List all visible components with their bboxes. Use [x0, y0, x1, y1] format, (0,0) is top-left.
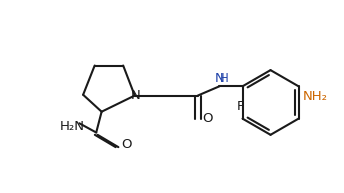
Text: O: O — [122, 138, 132, 151]
Text: N: N — [131, 89, 140, 102]
Text: N: N — [215, 72, 225, 85]
Text: O: O — [203, 112, 213, 125]
Text: F: F — [236, 100, 244, 113]
Text: H₂N: H₂N — [60, 120, 85, 133]
Text: NH₂: NH₂ — [302, 90, 327, 103]
Text: H: H — [220, 72, 229, 85]
